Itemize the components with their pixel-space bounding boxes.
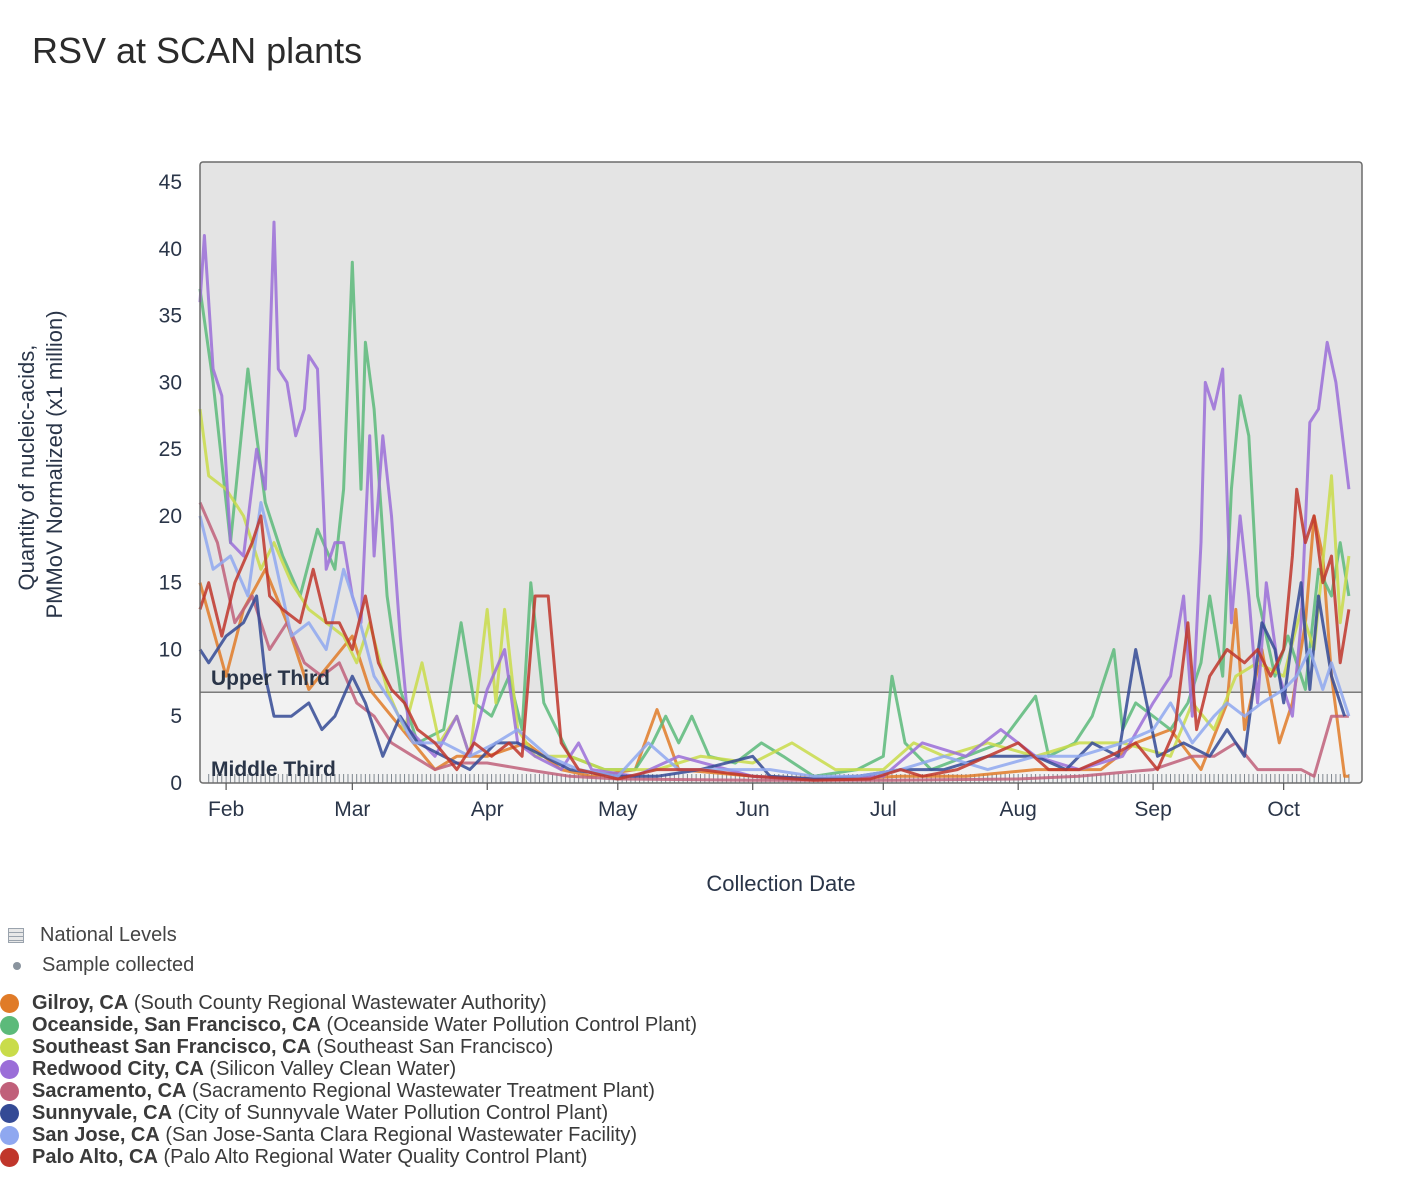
legend-item-oceanside-san-francisco-ca[interactable]: Oceanside, San Francisco, CA (Oceanside …	[0, 1014, 697, 1037]
legend-series-facility: (Southeast San Francisco)	[310, 1036, 554, 1058]
y-tick-label: 15	[159, 572, 182, 595]
legend-series-facility: (Silicon Valley Clean Water)	[203, 1058, 457, 1080]
legend-swatch	[0, 1016, 19, 1035]
x-tick-label: Sep	[1134, 798, 1171, 821]
legend-national-levels-label: National Levels	[40, 924, 177, 946]
x-tick-label: Jun	[736, 798, 770, 821]
series-lines	[198, 220, 1351, 782]
legend-series-name: Sacramento, CA	[32, 1080, 187, 1102]
y-tick-label: 45	[159, 171, 182, 194]
x-axis: Feb Mar Apr May Jun Jul Aug Sep Oct	[208, 783, 1300, 821]
y-tick-label: 30	[159, 371, 182, 394]
legend-series-facility: (Palo Alto Regional Water Quality Contro…	[157, 1146, 588, 1168]
plot-frame	[199, 161, 1363, 784]
y-axis: 0 5 10 15 20 25 30 35 40 45	[159, 171, 182, 795]
chart-canvas: Upper Third Middle Third 0 5 10 15 20 25 30 35 40…	[14, 161, 1363, 896]
legend-swatch	[0, 1126, 19, 1145]
legend-series-facility: (Sacramento Regional Wastewater Treatmen…	[186, 1080, 655, 1102]
legend-series-facility: (City of Sunnyvale Water Pollution Contr…	[172, 1102, 609, 1124]
legend-national-levels[interactable]: National Levels	[0, 924, 177, 947]
national-levels-icon	[8, 928, 24, 943]
legend-series-name: Palo Alto, CA	[32, 1146, 158, 1168]
legend-swatch	[0, 1082, 19, 1101]
x-tick-label: Oct	[1267, 798, 1300, 821]
legend-item-palo-alto-ca[interactable]: Palo Alto, CA (Palo Alto Regional Water …	[0, 1146, 587, 1168]
series-line-palo-alto-ca[interactable]	[198, 487, 1351, 782]
x-tick-label: Mar	[334, 798, 370, 821]
legend-series-facility: (Oceanside Water Pollution Control Plant…	[321, 1014, 698, 1036]
y-tick-label: 5	[170, 705, 182, 728]
legend-item-gilroy-ca[interactable]: Gilroy, CA (South County Regional Wastew…	[0, 992, 547, 1015]
x-tick-label: May	[598, 798, 638, 821]
legend-series-name: Oceanside, San Francisco, CA	[32, 1014, 321, 1036]
x-tick-label: Apr	[471, 798, 504, 821]
series-line-oceanside-san-francisco-ca[interactable]	[198, 260, 1351, 778]
legend-series-name: Sunnyvale, CA	[32, 1102, 173, 1124]
y-axis-title-line-2: PMMoV Normalized (x1 million)	[42, 310, 67, 618]
legend-item-san-jose-ca[interactable]: San Jose, CA (San Jose-Santa Clara Regio…	[0, 1124, 637, 1147]
chart-title: RSV at SCAN plants	[32, 30, 363, 71]
band-labels: Upper Third Middle Third	[211, 667, 336, 781]
x-tick-label: Feb	[208, 798, 244, 821]
legend-series-name: Southeast San Francisco, CA	[32, 1036, 311, 1058]
legend-swatch	[0, 994, 19, 1013]
legend-item-redwood-city-ca[interactable]: Redwood City, CA (Silicon Valley Clean W…	[0, 1058, 456, 1081]
x-tick-label: Jul	[870, 798, 897, 821]
legend-series-facility: (South County Regional Wastewater Author…	[128, 992, 547, 1014]
legend: National Levels Sample collected Gilroy,…	[0, 922, 1402, 1168]
band-upper-third	[200, 162, 1362, 693]
legend-series-name: Gilroy, CA	[32, 992, 129, 1014]
legend-item-southeast-san-francisco-ca[interactable]: Southeast San Francisco, CA (Southeast S…	[0, 1036, 553, 1059]
y-tick-label: 10	[159, 638, 182, 661]
threshold-bands	[200, 162, 1362, 783]
x-axis-title: Collection Date	[706, 871, 855, 896]
band-label-upper-third: Upper Third	[211, 667, 330, 690]
legend-sample-collected-label: Sample collected	[42, 954, 195, 976]
y-tick-label: 35	[159, 305, 182, 328]
band-label-middle-third: Middle Third	[211, 758, 336, 781]
sample-collected-dot-icon	[13, 961, 21, 970]
legend-swatch	[0, 1104, 19, 1123]
y-tick-label: 0	[170, 772, 182, 795]
y-axis-title-line-1: Quantity of nucleic-acids,	[14, 345, 39, 591]
legend-series-name: Redwood City, CA	[32, 1058, 204, 1080]
legend-series-facility: (San Jose-Santa Clara Regional Wastewate…	[159, 1124, 638, 1146]
y-tick-label: 20	[159, 505, 182, 528]
legend-series-name: San Jose, CA	[32, 1124, 160, 1146]
legend-item-sunnyvale-ca[interactable]: Sunnyvale, CA (City of Sunnyvale Water P…	[0, 1102, 608, 1125]
y-axis-title: Quantity of nucleic-acids, PMMoV Normali…	[14, 310, 67, 618]
legend-item-sacramento-ca[interactable]: Sacramento, CA (Sacramento Regional Wast…	[0, 1080, 655, 1103]
x-tick-label: Aug	[999, 798, 1036, 821]
series-line-sunnyvale-ca[interactable]	[198, 581, 1347, 781]
y-tick-label: 40	[159, 238, 182, 261]
legend-swatch	[0, 1148, 19, 1167]
legend-sample-collected[interactable]: Sample collected	[0, 954, 194, 977]
legend-swatch	[0, 1060, 19, 1079]
y-tick-label: 25	[159, 438, 182, 461]
legend-swatch	[0, 1038, 19, 1057]
